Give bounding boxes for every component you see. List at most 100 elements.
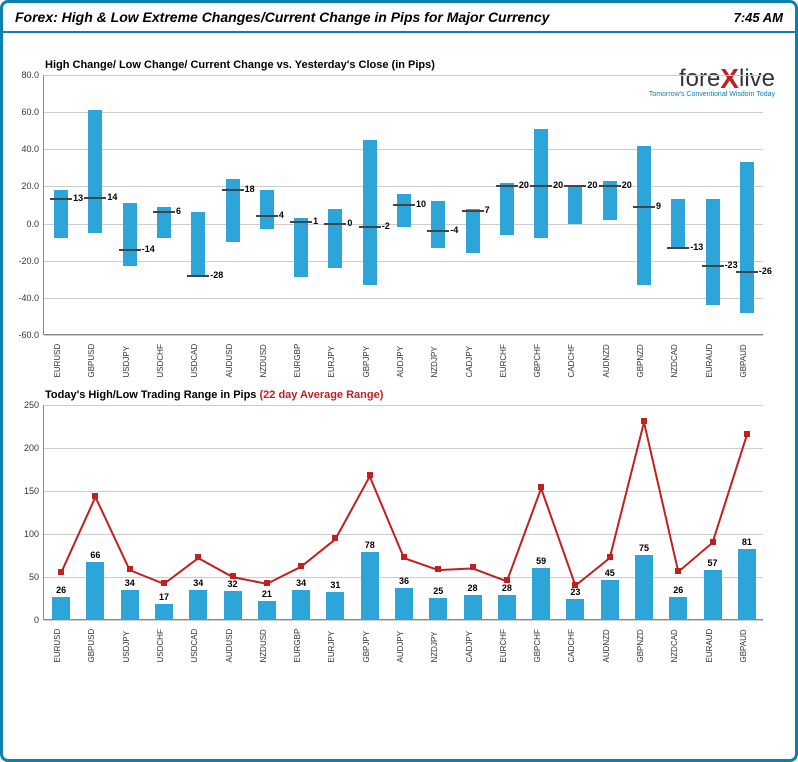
category-label: NZDUSD: [259, 344, 268, 377]
range-bar: [466, 209, 480, 254]
category-label: NZDCAD: [670, 629, 679, 662]
current-value-label: 4: [279, 210, 284, 220]
category-label: USDJPY: [122, 631, 131, 663]
avg-point: [607, 554, 613, 560]
y-tick: 20.0: [21, 181, 39, 191]
range-bar: [328, 209, 342, 268]
category-label: GBPNZD: [636, 629, 645, 662]
current-value-label: 0: [347, 218, 352, 228]
category-label: AUDNZD: [602, 629, 611, 662]
current-marker: [290, 221, 312, 223]
category-label: GBPCHF: [533, 344, 542, 377]
avg-point: [161, 580, 167, 586]
range-bar: [363, 140, 377, 285]
current-value-label: -28: [210, 270, 223, 280]
category-label: USDJPY: [122, 346, 131, 378]
y-tick: 250: [24, 400, 39, 410]
y-tick: -60.0: [18, 330, 39, 340]
category-label: USDCAD: [190, 629, 199, 663]
range-bar: [292, 590, 310, 619]
category-label: EURJPY: [327, 346, 336, 378]
range-bar: [361, 552, 379, 619]
range-bar: [566, 599, 584, 619]
avg-point: [401, 554, 407, 560]
category-label: GBPNZD: [636, 344, 645, 377]
range-bar: [258, 601, 276, 619]
avg-point: [92, 493, 98, 499]
range-bar: [397, 194, 411, 227]
current-marker: [393, 204, 415, 206]
range-bar: [568, 185, 582, 224]
current-marker: [359, 226, 381, 228]
grid-line: [44, 186, 763, 187]
current-marker: [702, 265, 724, 267]
avg-point: [710, 539, 716, 545]
high-low-change-chart: -60.0-40.0-20.00.020.040.060.080.0 1314-…: [43, 75, 779, 383]
avg-point: [332, 535, 338, 541]
current-value-label: 14: [107, 192, 117, 202]
category-label: GBPAUD: [739, 629, 748, 662]
current-value-label: -2: [382, 221, 390, 231]
category-label: GBPUSD: [87, 344, 96, 378]
current-marker: [427, 230, 449, 232]
chart1-plot: 1314-146-2818410-210-47202020209-13-23-2…: [43, 75, 763, 335]
avg-point: [367, 472, 373, 478]
category-label: CADCHF: [567, 344, 576, 377]
timestamp: 7:45 AM: [734, 10, 783, 25]
chart2-title: Today's High/Low Trading Range in Pips (…: [45, 389, 783, 401]
range-bar: [498, 595, 516, 619]
current-value-label: -26: [759, 266, 772, 276]
category-label: GBPJPY: [362, 346, 371, 378]
dashboard-container: Forex: High & Low Extreme Changes/Curren…: [0, 0, 798, 762]
grid-line: [44, 491, 763, 492]
current-marker: [153, 211, 175, 213]
avg-point: [470, 564, 476, 570]
chart1-y-axis: -60.0-40.0-20.00.020.040.060.080.0: [15, 75, 41, 335]
range-bar: [52, 597, 70, 619]
current-value-label: 6: [176, 206, 181, 216]
range-bar: [637, 146, 651, 285]
current-value-label: 20: [622, 180, 632, 190]
range-bar: [395, 588, 413, 619]
range-value-label: 34: [296, 578, 306, 588]
category-label: AUDJPY: [396, 631, 405, 663]
range-value-label: 26: [673, 585, 683, 595]
current-value-label: 20: [519, 180, 529, 190]
range-value-label: 45: [605, 568, 615, 578]
range-bar: [669, 597, 687, 619]
range-bar: [738, 549, 756, 619]
category-label: AUDUSD: [225, 344, 234, 378]
current-marker: [119, 249, 141, 251]
category-label: GBPAUD: [739, 344, 748, 377]
avg-point: [675, 568, 681, 574]
grid-line: [44, 534, 763, 535]
category-label: EURJPY: [327, 631, 336, 663]
current-marker: [187, 275, 209, 277]
category-label: GBPCHF: [533, 629, 542, 662]
range-bar: [706, 199, 720, 305]
avg-point: [538, 484, 544, 490]
range-bar: [464, 595, 482, 619]
current-marker: [50, 198, 72, 200]
range-bar: [189, 590, 207, 619]
y-tick: -40.0: [18, 293, 39, 303]
category-label: USDCHF: [156, 344, 165, 377]
current-value-label: -14: [142, 244, 155, 254]
range-bar: [534, 129, 548, 239]
current-marker: [496, 185, 518, 187]
avg-point: [744, 431, 750, 437]
grid-line: [44, 298, 763, 299]
chart-area: High Change/ Low Change/ Current Change …: [3, 33, 795, 676]
range-bar: [671, 199, 685, 247]
range-bar: [601, 580, 619, 619]
range-bar: [260, 190, 274, 229]
current-value-label: -4: [450, 225, 458, 235]
range-bar: [532, 568, 550, 619]
current-value-label: 7: [485, 205, 490, 215]
current-value-label: 10: [416, 199, 426, 209]
grid-line: [44, 75, 763, 76]
y-tick: 50: [29, 572, 39, 582]
grid-line: [44, 261, 763, 262]
chart2-plot: 2666341734322134317836252828592345752657…: [43, 405, 763, 620]
grid-line: [44, 112, 763, 113]
